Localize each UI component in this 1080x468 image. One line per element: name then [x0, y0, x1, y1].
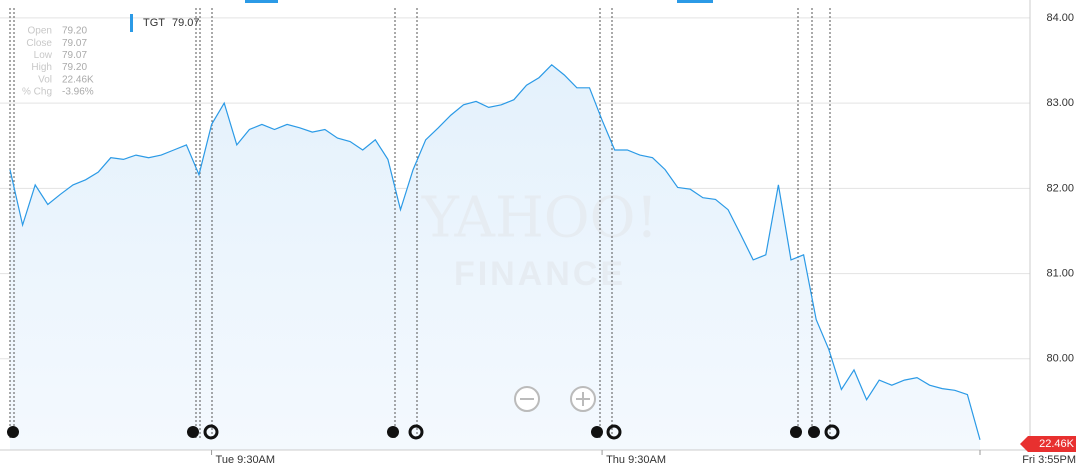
- ohlc-panel: Open 79.20 Close 79.07 Low 79.07 High 79.20 Vol 2…: [22, 26, 94, 98]
- y-tick-label: 82.00: [1046, 182, 1074, 194]
- panel-value: 79.07: [62, 38, 87, 49]
- panel-label: % Chg: [22, 87, 52, 98]
- event-icons: [7, 424, 840, 440]
- legend: TGT 79.07: [130, 14, 200, 32]
- badge-text: 22.46K: [1039, 438, 1075, 450]
- y-tick-label: 83.00: [1046, 97, 1074, 109]
- y-tick-label: 81.00: [1046, 267, 1074, 279]
- zoom-out-button[interactable]: [514, 386, 540, 412]
- x-tick-label: Fri 3:55PM: [1022, 454, 1076, 466]
- panel-label: Open: [28, 26, 52, 37]
- line-layer: [9, 63, 981, 440]
- panel-label: Vol: [38, 74, 52, 85]
- tab-indicator: [677, 0, 713, 3]
- watermark: YAHOO!: [421, 186, 658, 251]
- legend-name: TGT: [143, 17, 165, 29]
- panel-value: 79.20: [62, 62, 87, 73]
- legend-swatch: [130, 14, 133, 32]
- x-tick-label: Tue 9:30AM: [216, 454, 276, 466]
- panel-value: -3.96%: [62, 87, 94, 98]
- panel-value: 22.46K: [62, 74, 94, 85]
- panel-value: 79.07: [62, 50, 87, 61]
- watermark: FINANCE: [454, 255, 626, 293]
- x-tick-label: Thu 9:30AM: [606, 454, 666, 466]
- tab-indicator: [245, 0, 278, 3]
- y-tick-label: 84.00: [1046, 12, 1074, 24]
- panel-label: Close: [26, 38, 52, 49]
- zoom-in-button[interactable]: [570, 386, 596, 412]
- session-lines: [9, 8, 831, 440]
- price-line: [9, 63, 981, 440]
- panel-label: Low: [34, 50, 53, 61]
- y-tick-label: 80.00: [1046, 353, 1074, 365]
- panel-value: 79.20: [62, 26, 87, 37]
- area: [10, 64, 980, 451]
- area-layer: [10, 64, 980, 451]
- panel-label: High: [31, 62, 52, 73]
- legend-value: 79.07: [172, 17, 200, 29]
- volume-badge: 22.46K: [1020, 436, 1076, 452]
